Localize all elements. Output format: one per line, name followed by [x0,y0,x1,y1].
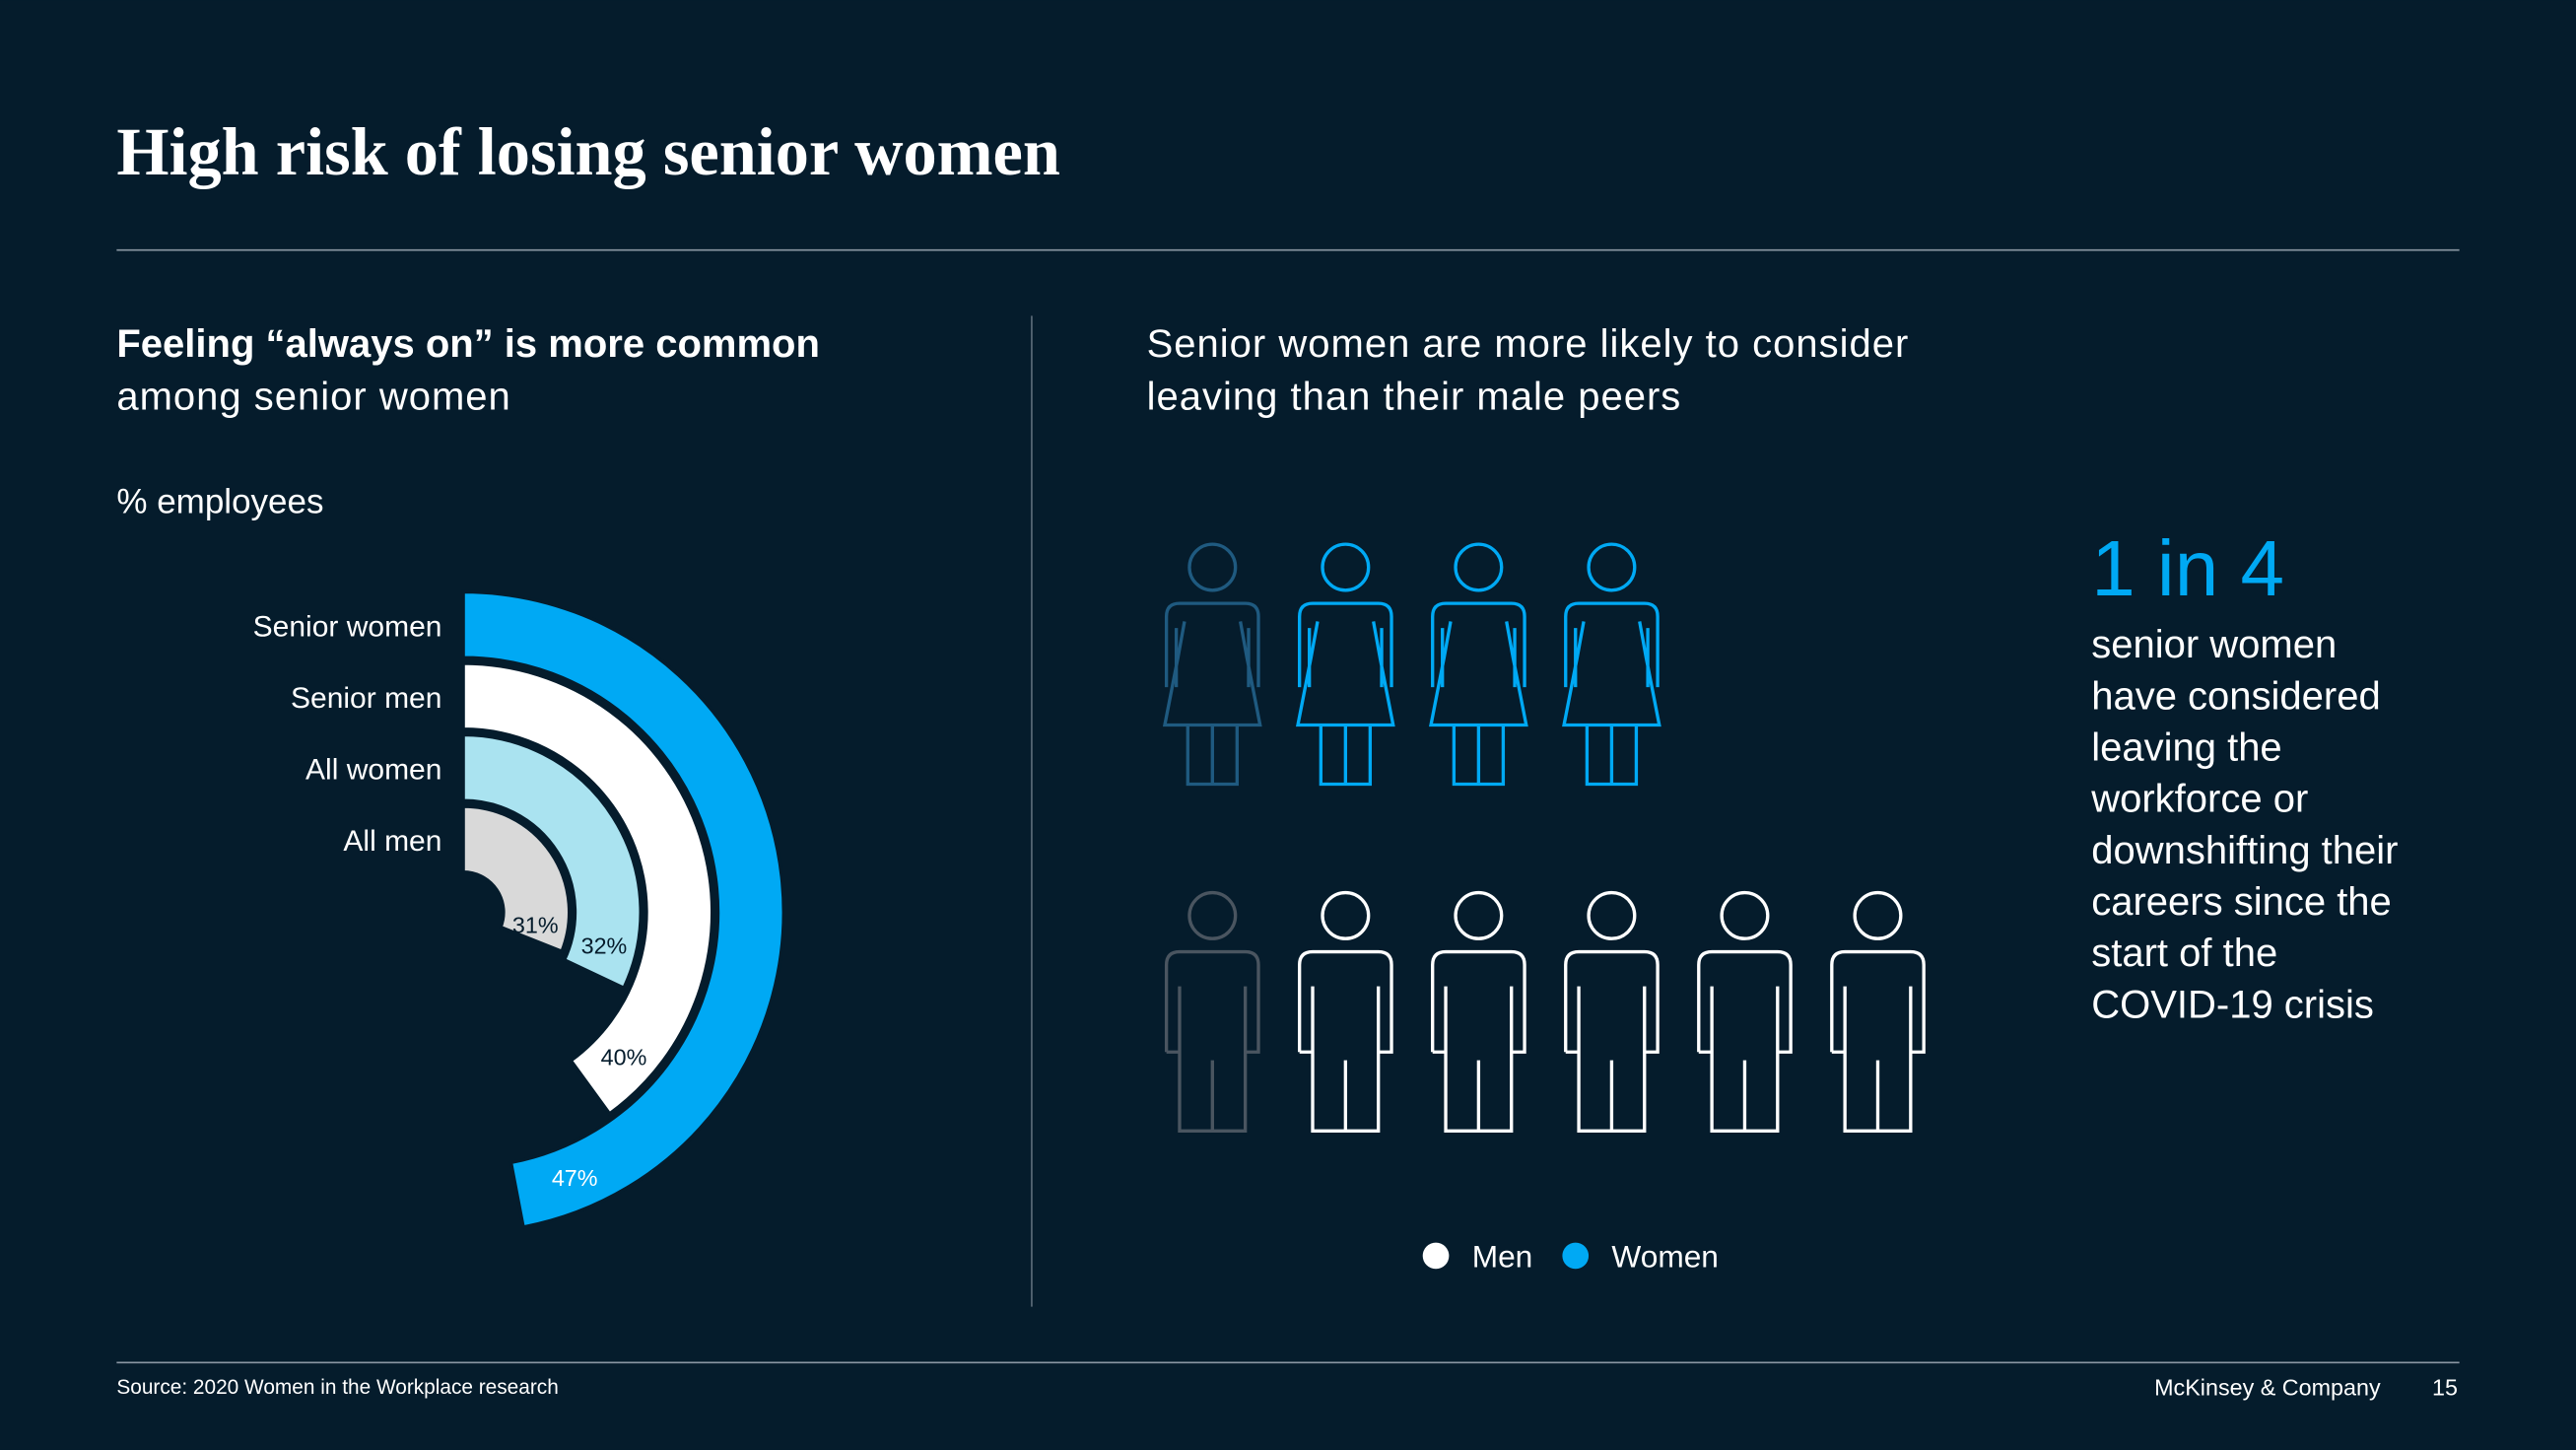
category-label: Senior women [253,610,442,643]
man-icon [1298,890,1393,1133]
callout-headline: 1 in 4 [2091,524,2284,612]
head [1187,890,1238,940]
callout-line: COVID-19 crisis [2091,983,2374,1026]
body [1295,601,1395,787]
callout-line: senior women [2091,623,2337,666]
page-number: 15 [2432,1375,2458,1401]
slide-title: High risk of losing senior women [116,114,1060,189]
category-label: Senior men [291,682,441,715]
source: Source: 2020 Women in the Workplace rese… [116,1376,558,1399]
right-title: Senior women are more likely to consider [1147,322,1910,366]
right-title: leaving than their male peers [1147,375,1682,418]
callout-line: leaving the [2091,726,2281,770]
company: McKinsey & Company [2154,1375,2381,1401]
body [1298,949,1393,1133]
body [1164,949,1260,1133]
body [1562,601,1661,787]
left-subtitle-bold: Feeling “always on” is more common [116,322,820,366]
head [1187,542,1238,592]
body [1429,601,1528,787]
body [1162,601,1262,787]
radial-bar [461,589,785,1229]
man-icon [1697,890,1793,1133]
legend-swatch [1562,1242,1590,1270]
body [1697,949,1793,1133]
head [1454,542,1504,592]
head [1587,890,1637,940]
body [1431,949,1526,1133]
head [1321,542,1371,592]
woman-icon [1562,542,1661,787]
left-subtitle: among senior women [116,375,510,418]
value-label: 47% [552,1165,598,1191]
head [1853,890,1903,940]
head [1587,542,1637,592]
man-icon [1830,890,1926,1133]
callout-line: have considered [2091,674,2381,718]
body [1830,949,1926,1133]
category-label: All women [305,754,441,787]
man-icon [1564,890,1660,1133]
woman-icon [1162,542,1262,787]
radial-bar [461,804,572,954]
woman-icon [1429,542,1528,787]
callout-line: start of the [2091,932,2277,975]
radial-bar [461,732,643,991]
body [1564,949,1660,1133]
man-icon [1431,890,1526,1133]
callout-line: careers since the [2091,880,2392,924]
head [1321,890,1371,940]
value-label: 40% [601,1045,647,1070]
man-icon [1164,890,1260,1133]
value-label: 31% [512,912,559,937]
legend-label: Women [1611,1239,1719,1275]
head [1720,890,1770,940]
category-label: All men [343,825,441,858]
callout-line: workforce or [2090,778,2308,821]
radial-bar [461,661,714,1117]
woman-icon [1295,542,1395,787]
head [1454,890,1504,940]
callout-line: downshifting their [2091,829,2398,872]
unit-label: % employees [116,482,323,520]
value-label: 32% [581,932,628,958]
legend-swatch [1422,1242,1450,1270]
legend-label: Men [1472,1239,1533,1275]
